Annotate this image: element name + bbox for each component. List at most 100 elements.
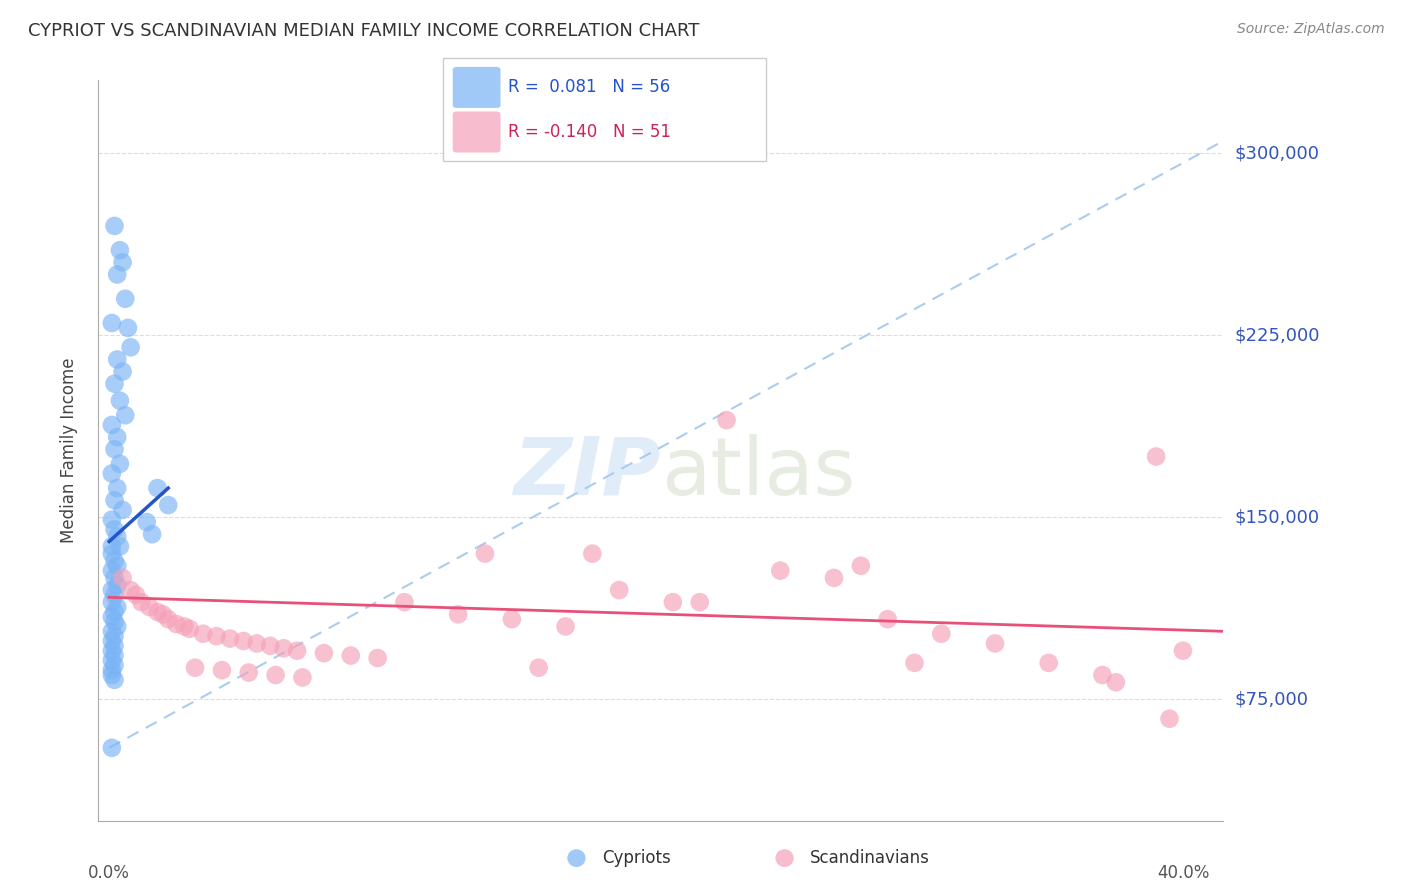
Point [662,595,685,609]
Point [607,582,630,597]
Point [120,340,142,354]
Point [527,661,550,675]
Point [184,661,207,675]
Point [849,558,872,573]
Point [211,663,233,677]
Point [105,352,128,367]
Text: R = -0.140   N = 51: R = -0.140 N = 51 [508,123,671,141]
Point [101,595,124,609]
Point [246,636,269,650]
Point [1091,668,1114,682]
Point [716,413,738,427]
Point [474,547,496,561]
Point [117,321,139,335]
Point [447,607,470,622]
Point [1171,644,1194,658]
Point [101,417,124,432]
Text: CYPRIOT VS SCANDINAVIAN MEDIAN FAMILY INCOME CORRELATION CHART: CYPRIOT VS SCANDINAVIAN MEDIAN FAMILY IN… [28,22,700,40]
Point [105,578,128,592]
Text: 40.0%: 40.0% [1157,864,1209,882]
Text: Scandinavians: Scandinavians [810,849,929,867]
Y-axis label: Median Family Income: Median Family Income [59,358,77,543]
Point [232,634,254,648]
Point [101,582,124,597]
Point [219,632,242,646]
Point [141,527,163,541]
Point [103,648,125,663]
Point [146,481,169,495]
Text: R =  0.081   N = 56: R = 0.081 N = 56 [508,78,669,96]
Text: atlas: atlas [661,434,855,512]
Point [138,600,160,615]
Point [103,571,125,585]
Text: $75,000: $75,000 [1234,690,1309,708]
Point [135,515,157,529]
Point [554,619,576,633]
Point [103,493,125,508]
Point [101,316,124,330]
Point [367,651,389,665]
Text: ZIP: ZIP [513,434,661,512]
Point [273,641,295,656]
Point [101,564,124,578]
Point [101,644,124,658]
Point [103,588,125,602]
Point [876,612,898,626]
Point [581,547,603,561]
Point [105,619,128,633]
Point [114,292,136,306]
Text: Source: ZipAtlas.com: Source: ZipAtlas.com [1237,22,1385,37]
Point [101,467,124,481]
Point [105,600,128,615]
Point [1159,712,1181,726]
Point [984,636,1007,650]
Point [931,626,953,640]
Point [191,626,214,640]
Point [101,740,124,755]
Point [101,668,124,682]
Point [1144,450,1167,464]
Point [101,547,124,561]
Point [103,629,125,643]
Point [769,564,792,578]
Point [205,629,228,643]
Point [394,595,416,609]
Point [103,605,125,619]
Point [146,605,169,619]
Point [101,634,124,648]
Point [120,582,142,597]
Point [501,612,523,626]
Point [105,268,128,282]
Text: 0.0%: 0.0% [89,864,131,882]
Point [259,639,281,653]
Text: $150,000: $150,000 [1234,508,1319,526]
Point [157,498,180,512]
Point [125,588,148,602]
Text: $225,000: $225,000 [1234,326,1320,344]
Point [152,607,174,622]
Point [101,624,124,639]
Point [103,442,125,457]
Point [108,393,131,408]
Point [108,457,131,471]
Point [101,609,124,624]
Point [339,648,361,663]
Point [285,644,308,658]
Point [101,539,124,553]
Point [105,558,128,573]
Point [111,571,134,585]
Point [111,503,134,517]
Point [101,663,124,677]
Point [111,365,134,379]
Point [157,612,180,626]
Point [823,571,845,585]
Point [105,481,128,495]
Text: $300,000: $300,000 [1234,145,1319,162]
Point [264,668,287,682]
Point [108,539,131,553]
Point [103,219,125,233]
Point [689,595,711,609]
Point [114,409,136,423]
Point [103,639,125,653]
Point [1038,656,1060,670]
